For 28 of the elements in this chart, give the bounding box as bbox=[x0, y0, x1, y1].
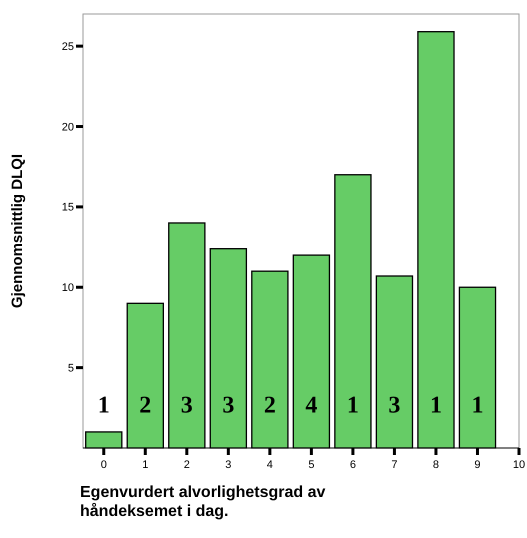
y-tick-label: 15 bbox=[62, 202, 74, 214]
x-tick-label: 9 bbox=[474, 459, 481, 471]
x-tick-label: 1 bbox=[142, 459, 148, 471]
y-tick-label: 5 bbox=[68, 362, 74, 374]
x-tick-label: 5 bbox=[308, 459, 314, 471]
annotation: 3 bbox=[222, 392, 234, 418]
x-tick-label: 6 bbox=[350, 459, 356, 471]
y-tick-label: 10 bbox=[62, 282, 74, 294]
x-tick-label: 0 bbox=[100, 459, 107, 471]
x-tick-label: 3 bbox=[225, 459, 232, 471]
x-axis-title: Egenvurdert alvorlighetsgrad av håndeksemet i dag. bbox=[80, 484, 326, 520]
annotation: 1 bbox=[346, 392, 359, 418]
annotation: 3 bbox=[388, 392, 400, 418]
x-tick-label: 4 bbox=[266, 459, 273, 471]
x-tick-label: 2 bbox=[184, 459, 190, 471]
annotation: 3 bbox=[180, 392, 193, 418]
y-tick-label: 20 bbox=[62, 121, 74, 134]
x-tick-label: 7 bbox=[391, 459, 398, 471]
y-axis-title: Gjennomsnittlig DLQI bbox=[9, 154, 26, 308]
y-tick-label: 25 bbox=[62, 41, 74, 53]
annotation: 1 bbox=[430, 392, 442, 418]
annotation: 2 bbox=[264, 392, 276, 418]
annotation: 1 bbox=[98, 392, 110, 418]
annotation: 2 bbox=[139, 392, 152, 418]
x-tick-label: 8 bbox=[432, 459, 440, 471]
annotation: 4 bbox=[305, 392, 318, 418]
annotation: 1 bbox=[471, 392, 484, 418]
x-tick-label: 10 bbox=[512, 459, 526, 471]
